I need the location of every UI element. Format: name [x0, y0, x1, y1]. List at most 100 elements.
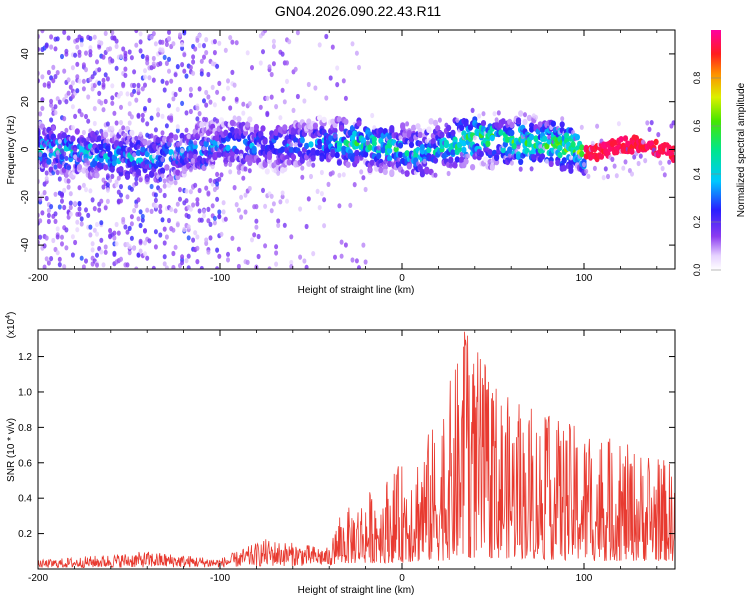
heatmap-noise-cell	[184, 127, 189, 133]
heatmap-noise-cell	[184, 188, 189, 194]
heatmap-cell	[387, 147, 393, 154]
heatmap-noise-cell	[138, 48, 143, 54]
heatmap-noise-cell	[280, 190, 285, 196]
heatmap-noise-cell	[313, 85, 318, 91]
heatmap-noise-cell	[289, 142, 294, 148]
heatmap-cell	[168, 132, 174, 139]
heatmap-noise-cell	[147, 97, 152, 103]
heatmap-cell	[568, 158, 574, 165]
heatmap-noise-cell	[123, 72, 128, 78]
heatmap-noise-cell	[99, 220, 104, 226]
heatmap-noise-cell	[636, 160, 641, 167]
heatmap-noise-cell	[197, 208, 202, 214]
heatmap-noise-cell	[90, 167, 95, 173]
heatmap-noise-cell	[147, 75, 152, 81]
heatmap-noise-cell	[405, 121, 410, 127]
heatmap-noise-cell	[228, 161, 233, 167]
heatmap-noise-cell	[162, 178, 167, 184]
heatmap-noise-cell	[151, 265, 156, 269]
heatmap-noise-cell	[116, 175, 121, 181]
heatmap-noise-cell	[90, 74, 95, 80]
heatmap-noise-cell	[590, 140, 595, 146]
heatmap-cell	[629, 148, 635, 155]
heatmap-noise-cell	[77, 201, 82, 207]
heatmap-noise-cell	[110, 58, 115, 64]
heatmap-noise-cell	[143, 74, 147, 80]
heatmap-noise-cell	[44, 176, 49, 182]
heatmap-noise-cell	[162, 226, 167, 232]
heatmap-cell	[203, 140, 209, 148]
heatmap-noise-cell	[178, 187, 182, 193]
colorbar-gradient	[711, 30, 721, 270]
heatmap-noise-cell	[243, 209, 248, 215]
heatmap-noise-cell	[330, 44, 335, 50]
heatmap-noise-cell	[236, 246, 241, 252]
snr-ytick-label: 0.8	[18, 423, 32, 434]
heatmap-noise-cell	[357, 64, 361, 71]
heatmap-noise-cell	[134, 180, 139, 186]
heatmap-noise-cell	[245, 50, 250, 56]
heatmap-noise-cell	[46, 83, 51, 89]
heatmap-noise-cell	[180, 148, 185, 154]
heatmap-noise-cell	[132, 82, 137, 89]
heatmap-noise-cell	[365, 140, 370, 146]
heatmap-cell	[286, 159, 292, 166]
heatmap-noise-cell	[361, 175, 366, 181]
heatmap-noise-cell	[298, 206, 303, 212]
heatmap-noise-cell	[167, 35, 171, 41]
heatmap-noise-cell	[160, 47, 165, 53]
heatmap-noise-cell	[62, 187, 67, 193]
heatmap-noise-cell	[182, 68, 187, 74]
heatmap-noise-cell	[40, 105, 45, 111]
heatmap-noise-cell	[274, 261, 279, 267]
heatmap-noise-cell	[197, 86, 202, 92]
heatmap-noise-cell	[204, 117, 209, 123]
heatmap-noise-cell	[603, 166, 608, 172]
colorbar-tick-label: 0.4	[692, 168, 702, 181]
heatmap-noise-cell	[234, 96, 239, 102]
snr-panel: -200 -100 0 100 0.2 0.4 0.6 0.8 1.0 1.2 Height of…	[5, 312, 676, 596]
heatmap-noise-cell	[38, 111, 43, 117]
heatmap-cell	[310, 147, 316, 155]
heatmap-cell	[378, 166, 384, 174]
heatmap-noise-cell	[245, 259, 250, 265]
snr-scale-label: (x104)	[5, 312, 17, 339]
heatmap-noise-cell	[79, 255, 84, 261]
heatmap-cell	[498, 129, 504, 136]
heatmap-noise-cell	[125, 194, 130, 200]
heatmap-cell	[103, 164, 109, 171]
heatmap-noise-cell	[614, 173, 619, 179]
heatmap-noise-cell	[127, 120, 132, 126]
heatmap-noise-cell	[638, 153, 643, 159]
heatmap-noise-cell	[114, 38, 119, 44]
heatmap-noise-cell	[219, 231, 224, 237]
heatmap-cell	[417, 131, 423, 139]
heatmap-noise-cell	[306, 196, 311, 202]
heatmap-noise-cell	[204, 50, 209, 56]
heatmap-cell	[389, 169, 395, 176]
heatmap-cell	[428, 118, 434, 125]
heatmap-cell	[262, 161, 268, 168]
heatmap-noise-cell	[153, 197, 158, 203]
heatmap-noise-cell	[169, 78, 174, 84]
heatmap-noise-cell	[206, 191, 211, 197]
heatmap-noise-cell	[81, 78, 86, 84]
heatmap-noise-cell	[671, 120, 675, 126]
heatmap-noise-cell	[402, 128, 407, 134]
heatmap-cell	[546, 138, 552, 145]
heatmap-noise-cell	[143, 106, 147, 112]
heatmap-noise-cell	[276, 222, 281, 228]
heatmap-noise-cell	[662, 172, 667, 178]
heatmap-noise-cell	[79, 42, 84, 48]
heatmap-noise-cell	[156, 112, 161, 118]
heatmap-noise-cell	[79, 221, 84, 227]
heatmap-cell	[253, 123, 259, 131]
heatmap-noise-cell	[79, 216, 84, 222]
heatmap-noise-cell	[193, 46, 198, 52]
heatmap-noise-cell	[197, 187, 202, 194]
heatmap-noise-cell	[363, 259, 368, 265]
heatmap-noise-cell	[276, 218, 281, 224]
heatmap-cell	[236, 115, 242, 123]
heatmap-cell	[555, 159, 561, 166]
heatmap-noise-cell	[151, 30, 156, 37]
